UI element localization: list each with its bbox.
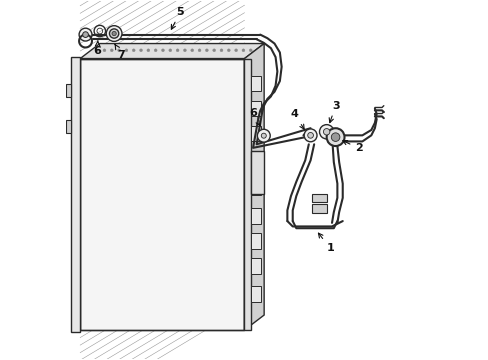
Circle shape bbox=[242, 49, 244, 52]
Circle shape bbox=[257, 129, 270, 142]
Polygon shape bbox=[71, 57, 80, 332]
Text: 2: 2 bbox=[342, 140, 362, 153]
Circle shape bbox=[132, 49, 135, 52]
Circle shape bbox=[96, 49, 99, 52]
Polygon shape bbox=[66, 84, 71, 97]
Polygon shape bbox=[311, 194, 326, 202]
Circle shape bbox=[125, 49, 127, 52]
Polygon shape bbox=[250, 152, 264, 194]
Circle shape bbox=[103, 49, 106, 52]
Circle shape bbox=[112, 31, 116, 36]
Circle shape bbox=[212, 49, 215, 52]
Circle shape bbox=[82, 32, 88, 37]
Circle shape bbox=[190, 49, 193, 52]
Polygon shape bbox=[250, 101, 261, 116]
Polygon shape bbox=[80, 44, 264, 59]
Text: 3: 3 bbox=[328, 100, 339, 123]
Circle shape bbox=[110, 49, 113, 52]
Text: 6: 6 bbox=[93, 41, 101, 56]
Polygon shape bbox=[250, 287, 261, 302]
Polygon shape bbox=[250, 208, 261, 224]
Circle shape bbox=[168, 49, 171, 52]
Circle shape bbox=[146, 49, 149, 52]
Circle shape bbox=[118, 49, 120, 52]
Circle shape bbox=[198, 49, 201, 52]
Circle shape bbox=[109, 29, 119, 38]
Polygon shape bbox=[80, 59, 244, 330]
Polygon shape bbox=[250, 126, 261, 141]
Polygon shape bbox=[244, 44, 264, 330]
Circle shape bbox=[307, 132, 313, 138]
Text: 6: 6 bbox=[249, 108, 260, 126]
Circle shape bbox=[79, 28, 92, 41]
Circle shape bbox=[227, 49, 230, 52]
Polygon shape bbox=[250, 179, 261, 195]
Polygon shape bbox=[250, 233, 261, 249]
Polygon shape bbox=[311, 204, 326, 213]
Circle shape bbox=[161, 49, 164, 52]
Text: 7: 7 bbox=[115, 45, 125, 60]
Circle shape bbox=[205, 49, 208, 52]
Circle shape bbox=[319, 125, 333, 139]
Circle shape bbox=[220, 49, 223, 52]
Polygon shape bbox=[66, 120, 71, 133]
Circle shape bbox=[323, 129, 329, 135]
Text: 5: 5 bbox=[171, 7, 184, 29]
Text: 4: 4 bbox=[290, 109, 304, 129]
Circle shape bbox=[183, 49, 186, 52]
Circle shape bbox=[106, 26, 122, 41]
Circle shape bbox=[261, 133, 266, 138]
Circle shape bbox=[304, 129, 316, 142]
Circle shape bbox=[326, 128, 344, 146]
Circle shape bbox=[249, 49, 252, 52]
Polygon shape bbox=[250, 258, 261, 274]
Circle shape bbox=[331, 133, 339, 141]
Polygon shape bbox=[250, 76, 261, 91]
Circle shape bbox=[154, 49, 157, 52]
Circle shape bbox=[176, 49, 179, 52]
Text: 1: 1 bbox=[318, 233, 334, 253]
Circle shape bbox=[234, 49, 237, 52]
Polygon shape bbox=[244, 59, 250, 330]
Circle shape bbox=[139, 49, 142, 52]
Polygon shape bbox=[250, 151, 261, 166]
